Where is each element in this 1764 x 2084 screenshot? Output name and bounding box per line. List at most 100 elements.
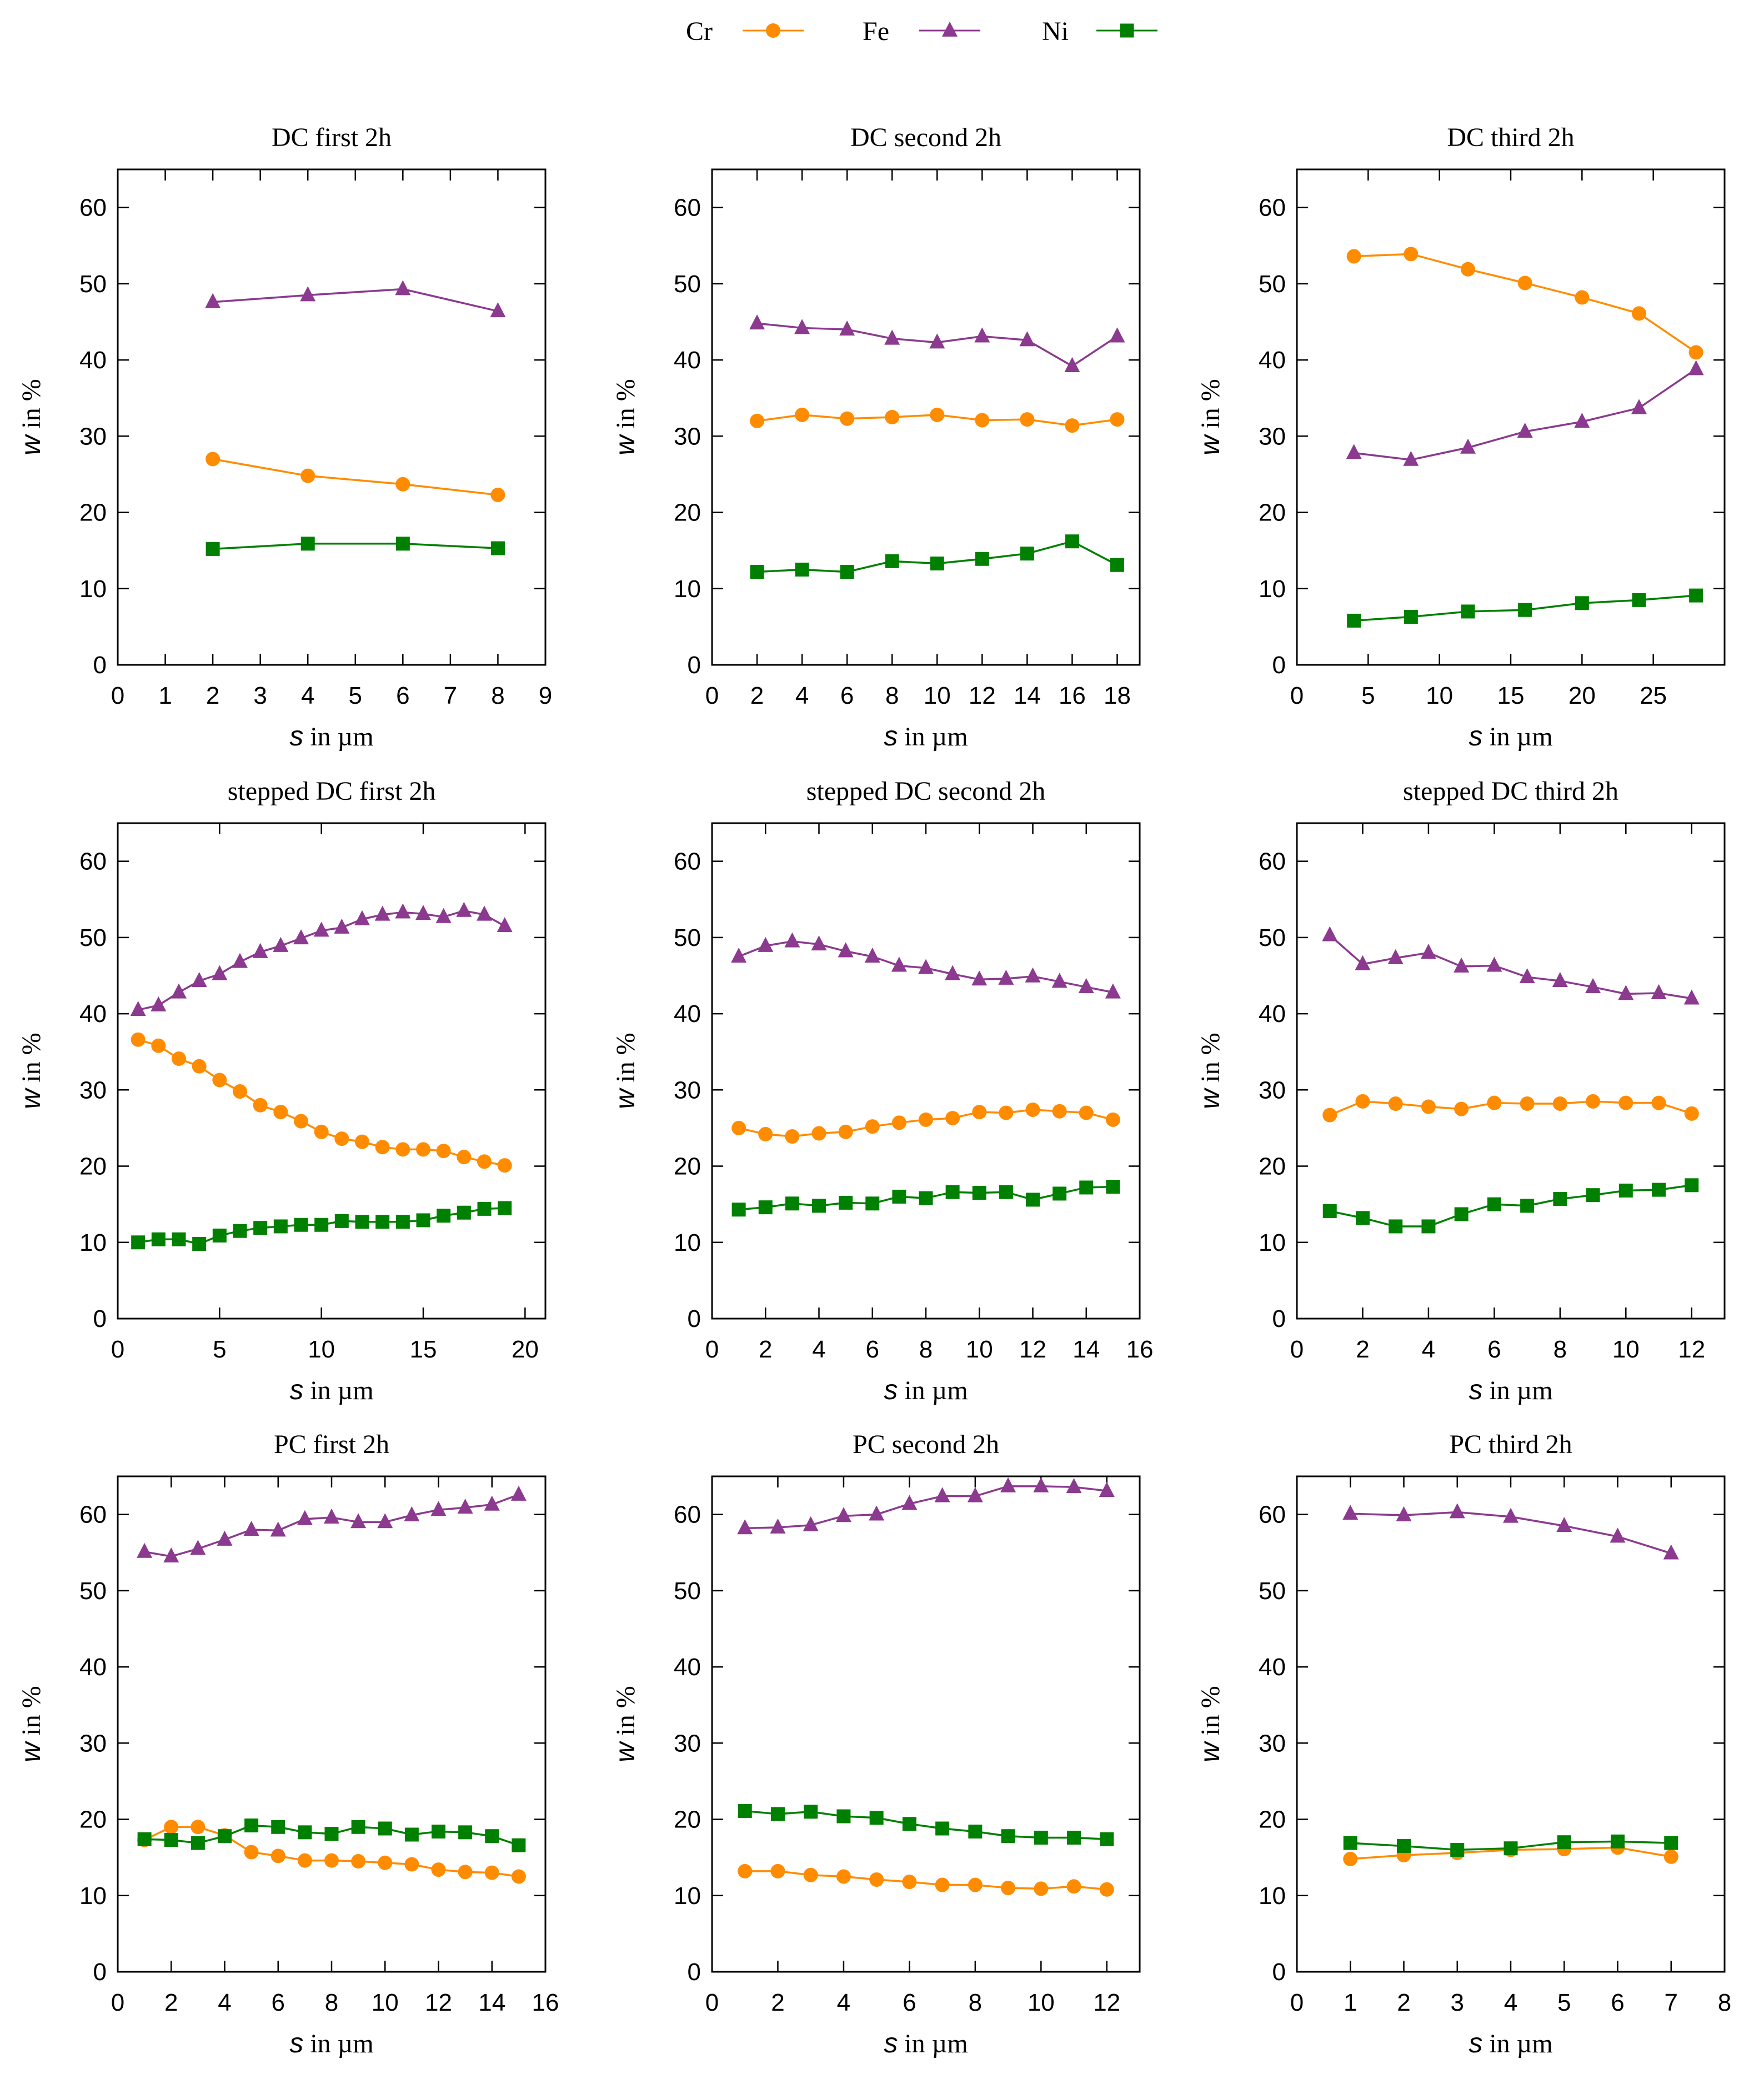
series-cr (750, 407, 1125, 433)
data-point-fe (300, 286, 316, 302)
x-tick-label: 6 (866, 1336, 879, 1363)
y-axis-label-unit: in % (611, 1686, 640, 1742)
data-point-cr (273, 1105, 288, 1120)
data-point-fe (974, 327, 990, 343)
x-tick-label: 0 (705, 1989, 719, 2016)
x-tick-label: 6 (840, 682, 854, 709)
data-point-ni (919, 1191, 933, 1205)
series-line-cr (138, 1039, 505, 1166)
data-point-ni (1110, 558, 1124, 572)
x-tick-label: 5 (349, 682, 362, 709)
data-point-cr (253, 1098, 268, 1113)
data-point-ni (1079, 1180, 1094, 1195)
x-tick-label: 4 (301, 682, 314, 709)
data-point-fe (737, 1519, 753, 1535)
x-tick-label: 3 (253, 682, 267, 709)
data-point-cr (738, 1863, 753, 1878)
data-point-ni (1001, 1829, 1015, 1843)
data-point-fe (758, 936, 774, 952)
series-cr (1346, 247, 1703, 360)
data-point-cr (457, 1150, 472, 1165)
y-axis-label: w in % (609, 1033, 640, 1109)
y-axis-label: w in % (15, 379, 46, 455)
y-tick-label: 20 (79, 1806, 107, 1833)
x-tick-label: 3 (1451, 1989, 1464, 2016)
y-tick-label: 40 (674, 1654, 701, 1681)
y-axis-label-unit: in % (611, 1033, 640, 1089)
data-point-ni (458, 1825, 473, 1840)
data-point-cr (477, 1154, 492, 1169)
y-tick-label: 20 (1259, 1806, 1286, 1833)
x-axis-label-unit: in µm (1482, 722, 1552, 752)
data-point-ni (1421, 1219, 1436, 1234)
legend: Cr Fe Ni (686, 17, 1157, 46)
series-fe (737, 1477, 1115, 1535)
data-point-ni (1404, 610, 1418, 624)
data-point-cr (811, 1126, 826, 1141)
data-point-fe (945, 965, 961, 980)
x-axis-label-unit: in µm (303, 1376, 373, 1405)
y-axis-label: w in % (609, 379, 640, 455)
data-point-ni (1355, 1211, 1370, 1225)
data-point-fe (891, 956, 907, 972)
y-axis-label-unit: in % (17, 1033, 46, 1089)
data-point-fe (1342, 1505, 1359, 1520)
series-line-fe (1354, 368, 1697, 461)
data-point-cr (795, 407, 810, 422)
x-tick-label: 8 (969, 1989, 982, 2016)
data-point-fe (1449, 1503, 1465, 1519)
data-point-cr (1632, 306, 1646, 321)
y-tick-label: 60 (674, 1501, 701, 1529)
data-point-fe (457, 1499, 473, 1514)
x-tick-label: 14 (478, 1989, 505, 2016)
data-point-cr (1684, 1106, 1699, 1121)
chart-panel-8: 0 10 20 30 40 50 60 0 2 4 6 8 10 12 PC second 2h s in µ… (609, 1430, 1141, 2058)
data-point-fe (313, 921, 329, 937)
y-axis-label-unit: in % (17, 379, 46, 435)
data-point-fe (490, 302, 506, 318)
x-tick-label: 15 (410, 1336, 437, 1363)
x-tick-label: 2 (1356, 1336, 1369, 1363)
x-tick-label: 2 (759, 1336, 772, 1363)
data-point-ni (902, 1817, 916, 1831)
data-point-ni (869, 1811, 884, 1825)
x-axis-label-var: s (289, 1374, 303, 1405)
x-tick-label: 9 (539, 682, 552, 709)
x-tick-label: 5 (1361, 682, 1375, 709)
x-axis-label-var: s (884, 1374, 898, 1405)
data-point-fe (130, 1001, 146, 1016)
data-point-fe (252, 943, 268, 958)
data-point-ni (1520, 1199, 1535, 1213)
data-point-fe (1403, 450, 1419, 466)
plot-frame (711, 1475, 1141, 1973)
y-axis-label-var: w (1194, 434, 1225, 455)
data-point-fe (377, 1513, 393, 1529)
series-ni (206, 537, 505, 556)
y-axis-label-unit: in % (611, 379, 640, 435)
x-tick-label: 2 (771, 1989, 784, 2016)
legend-marker-fe (942, 21, 958, 37)
series-cr (206, 452, 505, 502)
y-tick-label: 10 (674, 575, 701, 603)
x-tick-label: 4 (218, 1989, 231, 2016)
x-axis-label-unit: in µm (1482, 2029, 1552, 2058)
data-point-cr (192, 1059, 207, 1074)
x-tick-label: 14 (1014, 682, 1041, 709)
y-axis-label: w in % (15, 1686, 46, 1762)
series-line-cr (1329, 1100, 1692, 1116)
x-tick-label: 12 (1678, 1336, 1705, 1363)
data-point-cr (972, 1105, 987, 1120)
data-point-cr (270, 1848, 285, 1863)
data-point-fe (1000, 1477, 1016, 1492)
data-point-ni (324, 1827, 339, 1841)
data-point-ni (1487, 1197, 1501, 1211)
x-tick-label: 6 (1611, 1989, 1624, 2016)
data-point-ni (1343, 1836, 1357, 1850)
series-cr (738, 1863, 1114, 1897)
data-point-cr (1052, 1104, 1067, 1119)
series-fe (130, 901, 513, 1016)
data-point-ni (273, 1219, 288, 1234)
data-point-ni (1347, 613, 1361, 628)
data-point-cr (212, 1073, 227, 1088)
